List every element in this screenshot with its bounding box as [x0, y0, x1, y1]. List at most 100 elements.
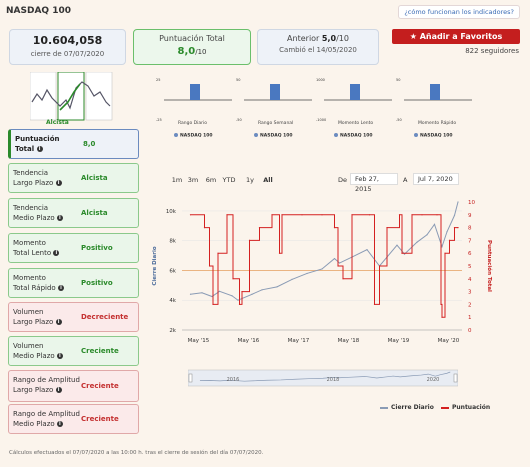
indicator-card[interactable]: Volumen Largo Plazo i Decreciente — [8, 302, 139, 332]
indicator-name: Puntuación Total i — [15, 135, 60, 153]
info-icon[interactable]: i — [57, 285, 64, 291]
legend-score[interactable]: Puntuación — [441, 404, 490, 411]
score-point — [440, 303, 442, 305]
mini-top-tick: 50 — [236, 78, 240, 82]
y-axis-title: Cierre Diario — [152, 246, 158, 285]
info-icon[interactable]: i — [56, 421, 63, 427]
navigator-series — [199, 371, 451, 382]
score-card: Puntuación Total 8,0/10 — [133, 29, 251, 65]
indicator-state: Positivo — [81, 279, 113, 287]
score-point — [373, 303, 376, 305]
mini-bar — [350, 84, 360, 100]
indicator-card[interactable]: Rango de Amplitud Medio Plazo i Creciente — [8, 404, 139, 434]
info-icon[interactable]: i — [56, 353, 63, 359]
mini-top-tick: 1000 — [316, 78, 325, 82]
indicator-name: Volumen Largo Plazo i — [13, 307, 62, 327]
indicator-state: Creciente — [81, 382, 119, 390]
mini-chart-label: Rango Diario — [178, 121, 208, 126]
score-point — [321, 214, 323, 216]
score-series-line — [190, 214, 458, 318]
indicator-state: 8,0 — [83, 140, 96, 148]
page-title: NASDAQ 100 — [6, 6, 71, 16]
info-icon[interactable]: i — [53, 250, 60, 256]
indicator-card[interactable]: Rango de Amplitud Largo Plazo i Creciente — [8, 370, 139, 402]
range-button[interactable]: 3m — [187, 176, 199, 184]
price-point — [211, 295, 213, 298]
help-link[interactable]: ¿cómo funcionan los indicadores? — [398, 5, 520, 19]
mini-chart-legend[interactable]: NASDAQ 100 — [414, 133, 453, 139]
price-point — [201, 292, 203, 294]
indicator-state: Alcista — [81, 209, 108, 217]
info-icon[interactable]: i — [55, 180, 62, 186]
star-icon: ★ — [409, 32, 417, 41]
price-point — [426, 234, 428, 236]
price-point — [261, 289, 263, 291]
y2-tick-label: 8 — [468, 226, 472, 232]
mini-chart-3: 50 -50 — [396, 75, 476, 125]
score-point — [368, 214, 371, 216]
add-favorites-button[interactable]: ★ Añadir a Favoritos — [392, 29, 520, 44]
range-button[interactable]: 1m — [171, 176, 183, 184]
range-button[interactable]: YTD — [222, 176, 236, 184]
score-point — [189, 214, 192, 216]
indicator-card[interactable]: Momento Total Rápido i Positivo — [8, 268, 139, 298]
score-point — [208, 265, 211, 267]
score-point — [444, 252, 446, 254]
score-point — [203, 227, 206, 229]
y-tick-label: 10k — [166, 209, 177, 215]
score-point — [398, 214, 401, 216]
indicator-card[interactable]: Tendencia Largo Plazo i Alcista — [8, 163, 139, 193]
score-point — [342, 278, 344, 280]
score-point — [386, 227, 388, 229]
legend-dot-icon — [254, 133, 258, 137]
price-point — [416, 241, 418, 243]
legend-price[interactable]: Cierre Diario — [380, 404, 434, 411]
x-tick-label: May '20 — [438, 338, 460, 344]
footnote: Cálculos efectuados el 07/07/2020 a las … — [9, 450, 264, 456]
score-point — [333, 227, 336, 229]
previous-label: Anterior 5,0/10 — [287, 34, 349, 43]
score-point — [441, 316, 443, 318]
indicator-name: Rango de Amplitud Largo Plazo i — [13, 376, 80, 394]
navigator-left-handle[interactable] — [188, 373, 193, 383]
price-point — [453, 214, 456, 216]
indicator-state: Decreciente — [81, 313, 129, 321]
info-icon[interactable]: i — [55, 387, 62, 393]
indicator-card[interactable]: Volumen Medio Plazo i Creciente — [8, 336, 139, 366]
score-point — [278, 252, 281, 254]
info-icon[interactable]: i — [56, 215, 63, 221]
range-button[interactable]: All — [263, 176, 273, 184]
x-tick-label: May '16 — [238, 338, 260, 344]
indicator-card[interactable]: Tendencia Medio Plazo i Alcista — [8, 198, 139, 228]
gauge-label: Alcista — [46, 119, 69, 126]
mini-top-tick: 50 — [396, 78, 400, 82]
to-date-input[interactable]: Jul 7, 2020 — [413, 173, 459, 185]
mini-chart-legend[interactable]: NASDAQ 100 — [334, 133, 373, 139]
mini-chart-label: Momento Rápido — [418, 121, 457, 126]
main-chart[interactable]: 2k 4k 6k 8k 10k 0 1 2 3 4 5 6 7 8 9 10 May '15 May '16 May… — [150, 190, 495, 350]
mini-chart-legend[interactable]: NASDAQ 100 — [254, 133, 293, 139]
mini-bar — [190, 84, 200, 100]
from-date-input[interactable]: Feb 27, 2015 — [350, 173, 398, 193]
mini-bottom-tick: -25 — [156, 118, 162, 122]
price-point — [366, 249, 368, 251]
mini-chart-legend[interactable]: NASDAQ 100 — [174, 133, 213, 139]
info-icon[interactable]: i — [36, 146, 43, 152]
y2-tick-label: 7 — [468, 238, 472, 244]
price-point — [396, 244, 398, 246]
score-point — [217, 252, 219, 254]
range-button[interactable]: 6m — [205, 176, 217, 184]
score-point — [337, 265, 339, 267]
score-point — [212, 303, 214, 305]
indicator-card[interactable]: Momento Total Lento i Positivo — [8, 233, 139, 263]
navigator[interactable]: 2016 2018 2020 — [188, 368, 458, 388]
x-tick-label: May '19 — [388, 338, 410, 344]
y2-tick-label: 5 — [468, 264, 472, 270]
score-swatch — [441, 406, 449, 409]
indicator-card[interactable]: Puntuación Total i 8,0 — [8, 129, 139, 159]
navigator-right-handle[interactable] — [453, 373, 458, 383]
range-button[interactable]: 1y — [246, 176, 254, 184]
y-tick-label: 6k — [169, 268, 176, 274]
indicator-name: Volumen Medio Plazo i — [13, 341, 63, 361]
info-icon[interactable]: i — [55, 319, 62, 325]
